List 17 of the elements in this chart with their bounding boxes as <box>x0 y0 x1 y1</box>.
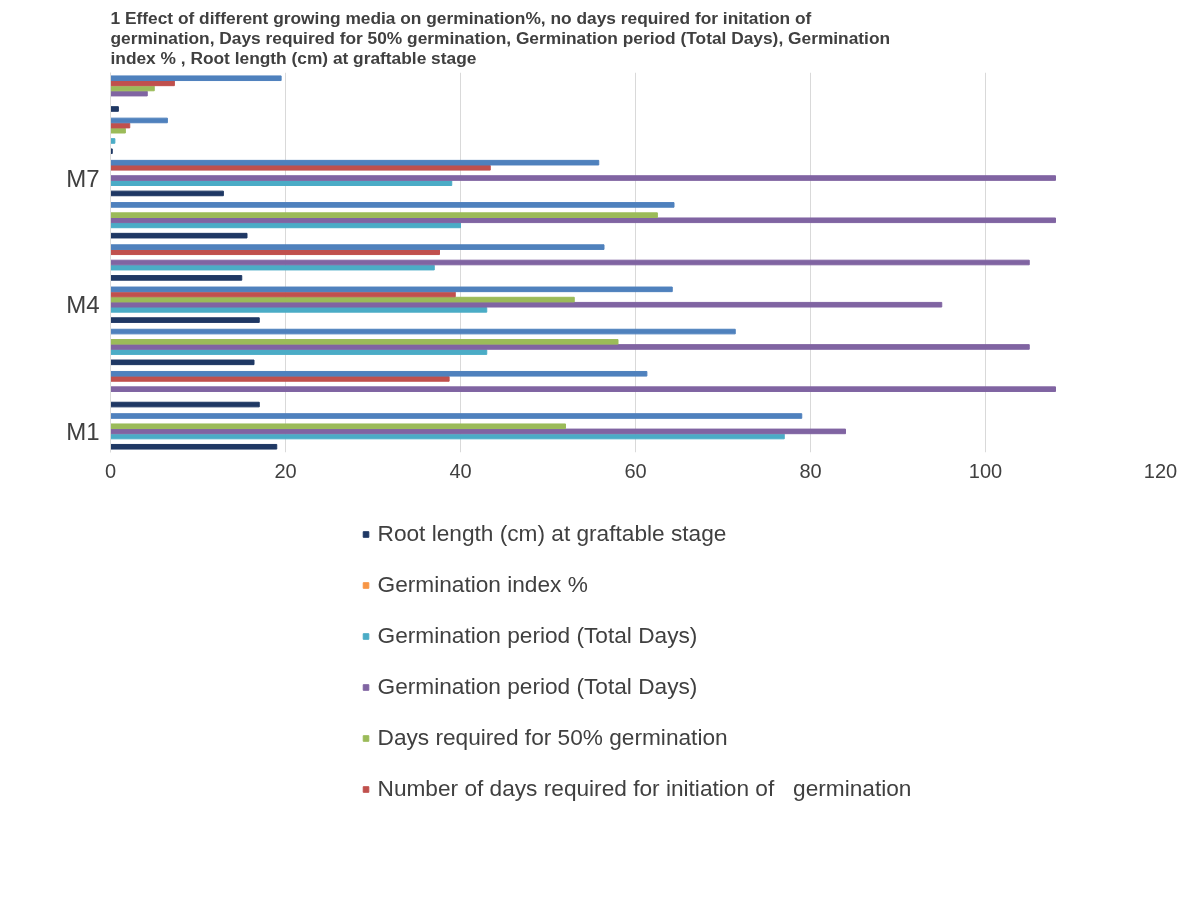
x-tick-label: 100 <box>968 459 1003 482</box>
legend-label: Root length (cm) at graftable stage <box>377 520 727 547</box>
legend-label: Number of days required for initiation of germination <box>377 775 912 802</box>
x-tick-label: 60 <box>624 459 647 482</box>
chart-title: 1 Effect of different growing media on germination%, no days required for initation of germination, Days required for 50% germination, Germination period (Total Days), Germination index % , Root length (cm) at graftable stage <box>110 7 891 68</box>
legend-label: Germination index % <box>377 571 588 598</box>
x-tick-label: 20 <box>274 459 297 482</box>
legend-label: Days required for 50% germination <box>377 724 728 751</box>
x-tick-label: 120 <box>1143 459 1178 482</box>
x-tick-label: 40 <box>449 459 472 482</box>
x-tick-label: 80 <box>799 459 822 482</box>
legend-label: Germination period (Total Days) <box>377 673 698 700</box>
y-tick-label: M1 <box>66 417 100 445</box>
legend-label: Germination period (Total Days) <box>377 622 698 649</box>
y-tick-label: M7 <box>66 164 100 192</box>
y-tick-label: M4 <box>66 291 100 319</box>
x-tick-label: 0 <box>104 459 117 482</box>
